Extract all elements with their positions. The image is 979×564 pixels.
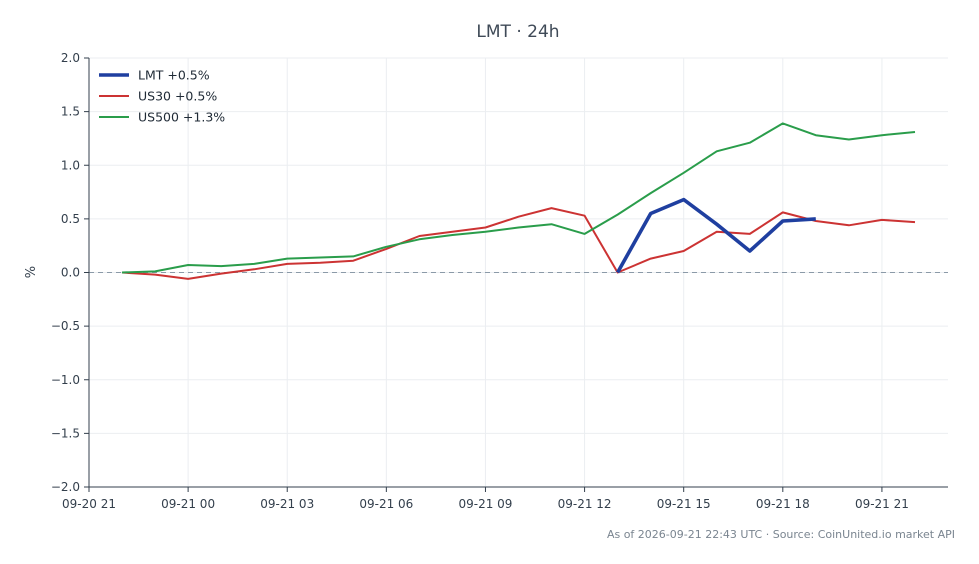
y-tick-label: −1.0 (51, 373, 80, 387)
x-tick-label: 09-21 12 (558, 497, 612, 511)
x-tick-label: 09-21 09 (458, 497, 512, 511)
x-tick-label: 09-21 15 (657, 497, 711, 511)
y-tick-label: 1.0 (61, 158, 80, 172)
y-tick-label: −0.5 (51, 319, 80, 333)
x-tick-label: 09-21 18 (756, 497, 810, 511)
x-tick-label: 09-21 06 (359, 497, 413, 511)
x-tick-label: 09-20 21 (62, 497, 116, 511)
series-line-1 (121, 207, 916, 280)
legend-label-1: US30 +0.5% (138, 89, 217, 104)
chart-title: LMT · 24h (476, 22, 559, 42)
y-tick-label: −2.0 (51, 480, 80, 494)
axes: 2.0 1.5 1.0 0.5 0.0 −0.5 −1.0 −1.5 −2.0 09-20 21 0… (51, 51, 948, 511)
series-lines (121, 122, 916, 280)
y-tick-label: 0.0 (61, 266, 80, 280)
x-tick-label: 09-21 00 (161, 497, 215, 511)
series-line-0 (616, 197, 816, 274)
y-tick-label: 1.5 (61, 105, 80, 119)
footer-source-note: As of 2026-09-21 22:43 UTC · Source: Coi… (607, 528, 955, 541)
legend: LMT +0.5% US30 +0.5% US500 +1.3% (99, 68, 225, 125)
series-line-2 (121, 122, 916, 274)
y-tick-label: 0.5 (61, 212, 80, 226)
y-tick-label: 2.0 (61, 51, 80, 65)
x-tick-label: 09-21 03 (260, 497, 314, 511)
legend-label-0: LMT +0.5% (138, 68, 210, 83)
legend-label-2: US500 +1.3% (138, 110, 225, 125)
y-tick-label: −1.5 (51, 426, 80, 440)
y-axis-label: % (24, 266, 39, 278)
x-tick-label: 09-21 21 (855, 497, 909, 511)
